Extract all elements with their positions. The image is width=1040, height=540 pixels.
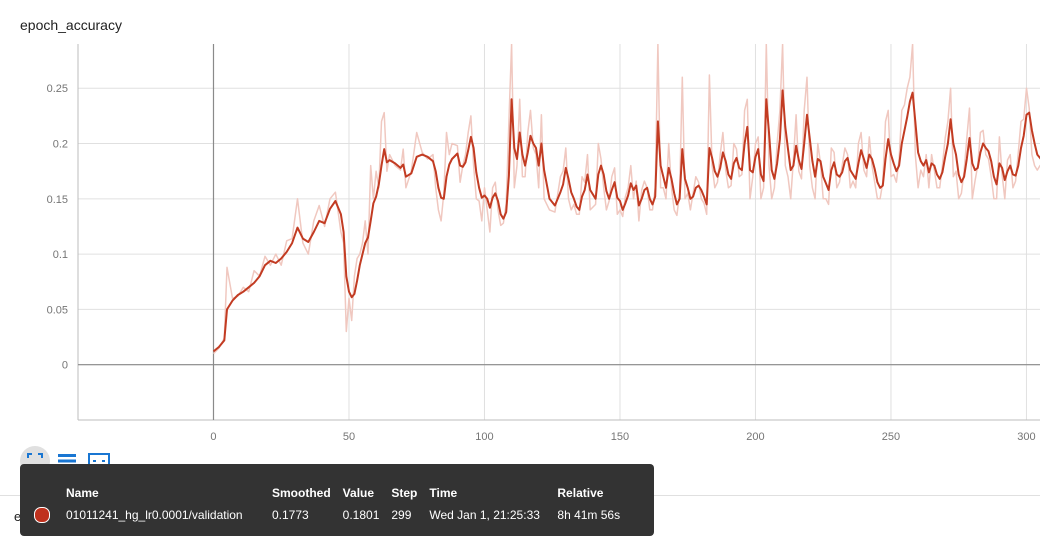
y-tick-label: 0.05 [47, 304, 68, 316]
tooltip-step: 299 [391, 508, 412, 522]
y-tick-label: 0.1 [53, 249, 68, 261]
smoothed-series-line [212, 89, 1040, 353]
tooltip-swatch-header [28, 482, 60, 504]
tooltip-header-time: Time [429, 486, 458, 500]
fit-domain-icon [27, 453, 43, 469]
x-tick-label: 150 [611, 431, 629, 440]
x-tick-label: 0 [210, 431, 216, 440]
tooltip-data-row: 01011241_hg_lr0.0001/validation 0.1773 0… [28, 504, 626, 526]
raw-series-line [212, 44, 1040, 355]
tooltip-header-row: Name Smoothed Value Step Time Relative [28, 482, 626, 504]
tooltip-run-name: 01011241_hg_lr0.0001/validation [66, 508, 243, 522]
tooltip-value: 0.1801 [342, 508, 380, 522]
tooltip-time: Wed Jan 1, 21:25:33 [429, 508, 540, 522]
data-series [212, 44, 1040, 355]
x-tick-label: 50 [343, 431, 355, 440]
tooltip-smoothed: 0.1773 [272, 508, 309, 522]
tooltip-relative: 8h 41m 56s [557, 508, 621, 522]
tooltip-header-step: Step [391, 486, 418, 500]
tooltip-header-relative: Relative [557, 486, 604, 500]
plot-area [78, 44, 1040, 420]
x-tick-label: 300 [1017, 431, 1035, 440]
y-tick-label: 0 [62, 360, 68, 372]
tick-labels: 0 50 100 150 200 250 300 0 0.05 0.1 0.15 0.2 0.25 [47, 83, 1036, 440]
y-tick-label: 0.2 [53, 139, 68, 151]
tooltip-header-smoothed: Smoothed [272, 486, 331, 500]
x-tick-label: 100 [475, 431, 493, 440]
run-color-swatch [34, 507, 50, 523]
x-tick-label: 200 [746, 431, 764, 440]
accuracy-chart[interactable]: 0 50 100 150 200 250 300 0 0.05 0.1 0.15 0.2 0.25 [0, 0, 1040, 440]
y-tick-label: 0.15 [47, 194, 68, 206]
tooltip-header-value: Value [342, 486, 375, 500]
tooltip-header-name: Name [66, 486, 99, 500]
tooltip-table: Name Smoothed Value Step Time Relative 0… [28, 482, 626, 526]
tooltip-swatch-cell [28, 504, 60, 526]
axes [77, 44, 1040, 421]
x-tick-label: 250 [882, 431, 900, 440]
tooltip: Name Smoothed Value Step Time Relative 0… [20, 464, 654, 536]
chart-title: epoch_accuracy [20, 17, 122, 33]
y-tick-label: 0.25 [47, 83, 68, 95]
